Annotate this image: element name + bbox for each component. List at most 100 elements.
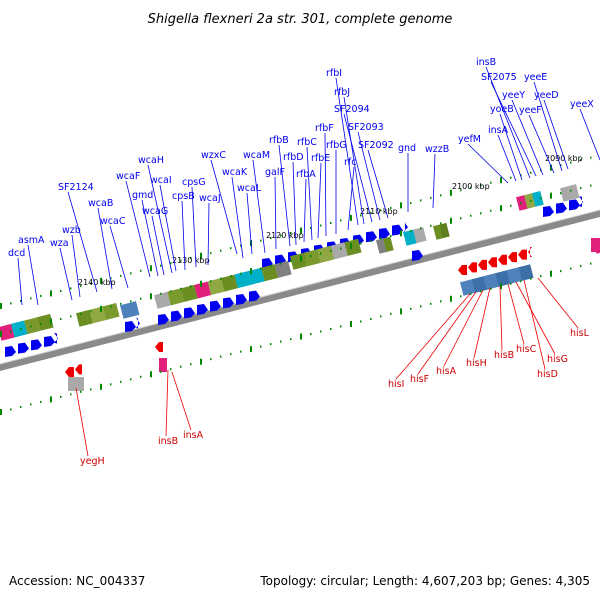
minus-gene-label: hisG [547, 354, 568, 365]
tick-mark [190, 257, 192, 260]
tick-mark [300, 255, 302, 262]
tick-mark [470, 292, 472, 295]
tick-mark [400, 202, 402, 209]
feature-box [261, 264, 279, 282]
plus-gene-label: gnd [398, 143, 416, 154]
tick-mark [150, 371, 152, 378]
feature-box [560, 184, 580, 202]
feature-box [0, 323, 15, 341]
genome-backbone [0, 209, 600, 371]
plus-gene-label: rfbB [269, 135, 289, 146]
leader-line [523, 279, 546, 370]
tick-mark [230, 353, 232, 356]
tick-mark [20, 327, 22, 330]
tick-mark [410, 201, 412, 204]
tick-mark [490, 209, 492, 212]
tick-mark [140, 297, 142, 300]
tick-mark [500, 205, 502, 212]
leader-line [147, 164, 173, 274]
tick-mark [330, 327, 332, 330]
plus-gene-arrow [556, 202, 567, 214]
leader-line [97, 207, 113, 290]
plus-gene-arrow [404, 221, 408, 233]
tick-mark [490, 181, 492, 184]
tick-mark [570, 161, 572, 164]
tick-mark [100, 305, 102, 312]
tick-mark [100, 277, 102, 284]
tick-mark [470, 214, 472, 217]
tick-mark [100, 383, 102, 390]
tick-mark [410, 307, 412, 310]
leader-line [181, 200, 186, 271]
plus-gene-label: rfbD [283, 152, 304, 163]
plus-gene-arrow [158, 314, 169, 325]
tick-mark [260, 239, 262, 242]
tick-mark [560, 164, 562, 167]
tick-label: 2110 kbp [360, 207, 398, 216]
tick-mark [440, 300, 442, 303]
feature-box [532, 191, 544, 207]
plus-gene-label: insA [488, 125, 509, 136]
tick-mark [530, 171, 532, 174]
leader-line [17, 257, 23, 306]
tick-mark [80, 390, 82, 393]
feature-box [330, 242, 348, 260]
minus-gene-label: hisA [436, 366, 457, 377]
feature-box [37, 313, 54, 331]
tick-mark [300, 333, 302, 340]
plus-gene-label: wzzB [425, 144, 449, 155]
tick-mark [390, 234, 392, 237]
plus-gene-label: dcd [8, 248, 25, 259]
tick-mark [430, 196, 432, 199]
leader-line [367, 149, 389, 219]
leader-line [528, 114, 555, 174]
plus-gene-label: wcaG [142, 206, 168, 217]
leader-line [467, 143, 509, 184]
tick-mark [130, 300, 132, 303]
tick-mark [80, 284, 82, 287]
feature-box [68, 377, 84, 391]
tick-mark [10, 302, 12, 305]
minus-gene-arrow [458, 265, 467, 275]
tick-mark [430, 302, 432, 305]
leader-line [252, 159, 266, 254]
tick-mark [240, 272, 242, 275]
tick-mark [190, 285, 192, 288]
tick-mark [420, 199, 422, 202]
tick-mark [160, 292, 162, 295]
tick-mark [420, 305, 422, 308]
feature-box [413, 227, 427, 244]
plus-gene-label: rfbC [297, 137, 317, 148]
minus-gene-label: insA [183, 430, 204, 441]
feature-box [524, 193, 536, 209]
tick-label: 2140 kbp [78, 278, 116, 287]
feature-box [344, 238, 362, 256]
tick-mark [370, 317, 372, 320]
minus-strand-genes [65, 247, 532, 377]
tick-mark [510, 204, 512, 207]
plus-gene-arrow [136, 317, 140, 329]
plus-gene-label: rfbI [326, 68, 342, 79]
tick-mark [160, 370, 162, 373]
tick-dots [0, 156, 592, 415]
plus-gene-arrow [579, 195, 583, 207]
tick-labels: 2090 kbp 2100 kbp 2110 kbp 2120 kbp 2130… [78, 154, 583, 287]
feature-box [274, 260, 292, 278]
leader-line [473, 287, 491, 359]
minus-gene-label: insB [158, 436, 178, 447]
tick-mark [450, 217, 452, 224]
tick-mark [230, 275, 232, 278]
tick-mark [260, 267, 262, 270]
tick-mark [440, 194, 442, 197]
plus-gene-arrow [412, 250, 423, 261]
tick-mark [380, 237, 382, 240]
tick-mark [510, 282, 512, 285]
plus-gene-label: SF2093 [348, 122, 384, 133]
plus-gene-label: galF [265, 167, 285, 178]
tick-mark [590, 156, 592, 159]
tick-mark [540, 275, 542, 278]
leader-line [59, 247, 73, 301]
plus-gene-label: wcaL [237, 183, 262, 194]
plus-gene-arrow [543, 206, 554, 217]
